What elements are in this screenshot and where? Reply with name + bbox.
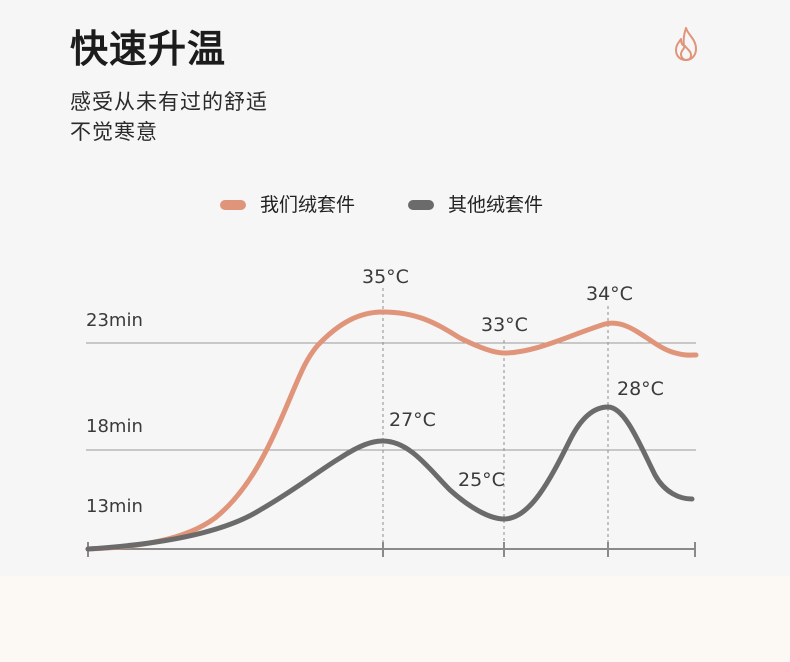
data-label-0-0: 35°C	[362, 266, 409, 288]
footer-band	[0, 576, 790, 662]
y-tick-label: 23min	[86, 310, 143, 331]
data-label-0-2: 34°C	[586, 283, 633, 305]
series-line-0	[85, 309, 699, 552]
chart-legend: 我们绒套件 其他绒套件	[0, 190, 790, 220]
legend-swatch-ours	[220, 200, 246, 210]
data-label-0-1: 33°C	[481, 314, 528, 336]
y-tick-label: 18min	[86, 416, 143, 437]
data-label-1-1: 25°C	[458, 469, 505, 491]
y-tick-label: 13min	[86, 496, 143, 517]
subtitle-line-2: 不觉寒意	[70, 120, 158, 144]
series-line-1	[85, 404, 695, 552]
data-label-1-2: 28°C	[617, 378, 664, 400]
flame-icon	[675, 27, 697, 61]
subtitle-line-1: 感受从未有过的舒适	[70, 90, 268, 114]
legend-label-others: 其他绒套件	[448, 194, 544, 216]
legend-label-ours: 我们绒套件	[260, 194, 356, 216]
data-label-1-0: 27°C	[389, 409, 436, 431]
legend-swatch-others	[408, 200, 434, 210]
page-title: 快速升温	[70, 27, 227, 71]
